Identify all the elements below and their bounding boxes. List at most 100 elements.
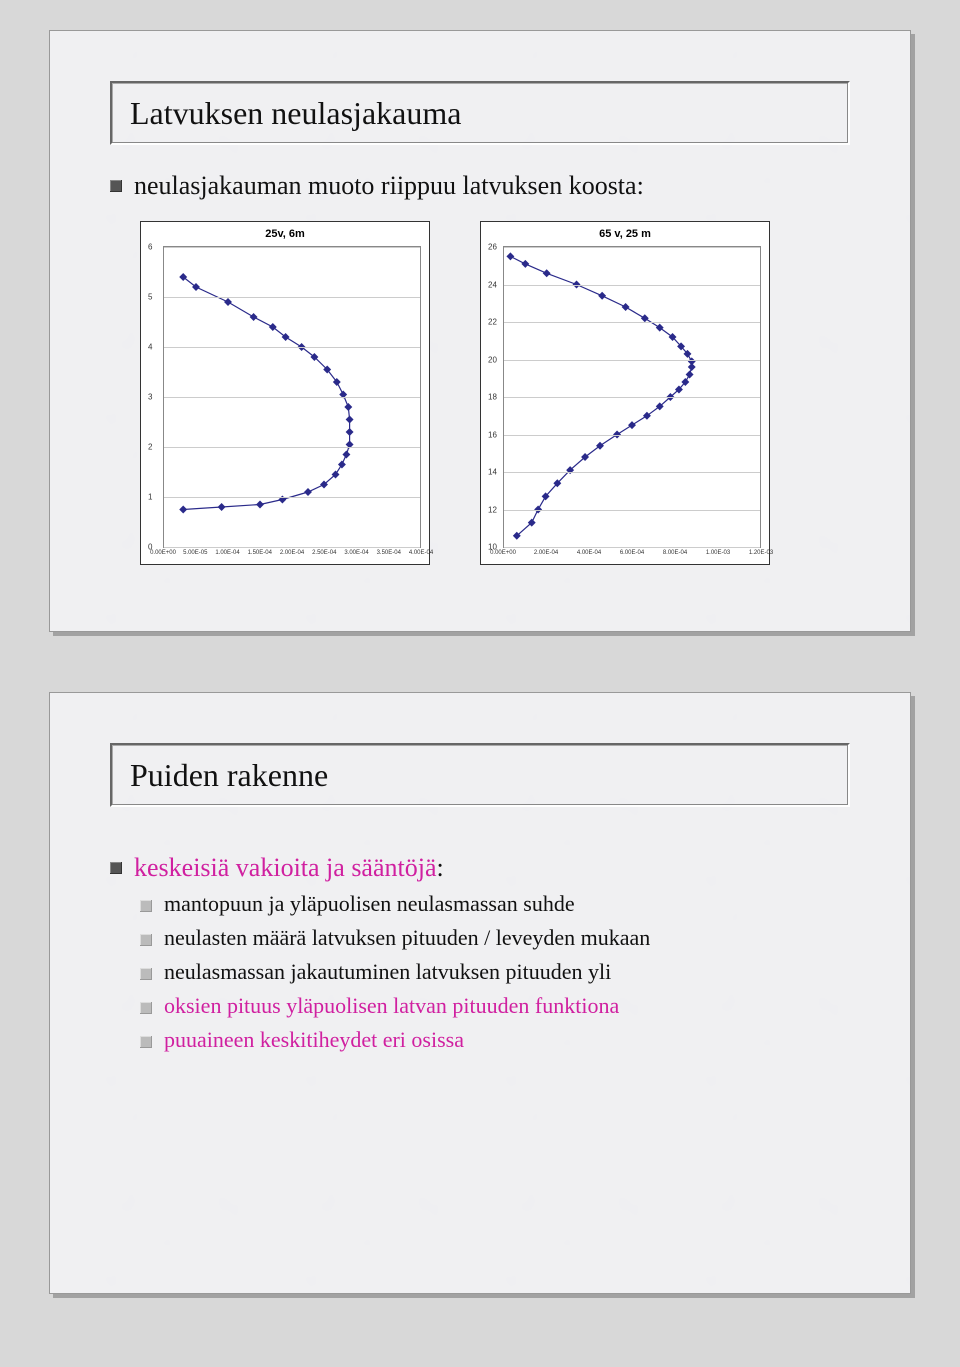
gridline: [504, 285, 760, 286]
ytick-label: 2: [148, 443, 152, 452]
bullet-text: neulasjakauman muoto riippuu latvuksen k…: [134, 171, 644, 201]
xtick-label: 4.00E-04: [577, 550, 601, 556]
slide-canvas: Puiden rakenne keskeisiä vakioita ja sää…: [49, 692, 911, 1294]
series-marker: [342, 451, 350, 459]
sub-bullet-text: neulasmassan jakautuminen latvuksen pitu…: [164, 959, 611, 985]
bullet-row: neulasjakauman muoto riippuu latvuksen k…: [110, 171, 850, 201]
xtick-label: 2.50E-04: [312, 550, 336, 556]
xtick-label: 0.00E+00: [490, 550, 516, 556]
gridline: [504, 510, 760, 511]
title-text: Latvuksen neulasjakauma: [130, 95, 461, 132]
bullet-icon: [140, 900, 152, 912]
series-marker: [346, 416, 354, 424]
main-bullet-magenta: keskeisiä vakioita ja sääntöjä: [134, 853, 437, 882]
slide-2: Puiden rakenne keskeisiä vakioita ja sää…: [0, 662, 960, 1324]
ytick-label: 26: [488, 243, 497, 252]
sub-bullet-list: mantopuun ja yläpuolisen neulasmassan su…: [140, 891, 850, 1053]
main-bullet-text: keskeisiä vakioita ja sääntöjä:: [134, 853, 444, 883]
series-marker: [686, 371, 694, 379]
sub-bullet-text: oksien pituus yläpuolisen latvan pituude…: [164, 993, 619, 1019]
sub-bullet: puuaineen keskitiheydet eri osissa: [140, 1027, 850, 1053]
ytick-label: 24: [488, 280, 497, 289]
xtick-label: 3.50E-04: [377, 550, 401, 556]
chart-right: 65 v, 25 m 101214161820222426 0.00E+002.…: [480, 221, 770, 565]
series-marker: [521, 260, 529, 268]
chart-left-plot: 0123456: [163, 246, 421, 548]
ytick-label: 18: [488, 393, 497, 402]
chart-right-plot: 101214161820222426: [503, 246, 761, 548]
xtick-label: 8.00E-04: [663, 550, 687, 556]
xtick-label: 4.00E-04: [409, 550, 433, 556]
gridline: [504, 247, 760, 248]
main-bullet-suffix: :: [437, 853, 444, 882]
series-marker: [506, 252, 514, 260]
gridline: [504, 435, 760, 436]
gridline: [164, 447, 420, 448]
chart-left-title: 25v, 6m: [145, 228, 425, 240]
xtick-label: 2.00E-04: [534, 550, 558, 556]
series-marker: [543, 269, 551, 277]
bullet-icon: [110, 862, 122, 874]
series-marker: [598, 292, 606, 300]
gridline: [504, 397, 760, 398]
gridline: [164, 297, 420, 298]
xtick-label: 0.00E+00: [150, 550, 176, 556]
ytick-label: 3: [148, 393, 152, 402]
gridline: [164, 497, 420, 498]
xtick-label: 1.50E-04: [248, 550, 272, 556]
sub-bullet: neulasten määrä latvuksen pituuden / lev…: [140, 925, 850, 951]
slide-canvas: Latvuksen neulasjakauma neulasjakauman m…: [49, 30, 911, 632]
sub-bullet-text: puuaineen keskitiheydet eri osissa: [164, 1027, 464, 1053]
gridline: [504, 360, 760, 361]
chart-left: 25v, 6m 0123456 0.00E+00 5.00E-05 1.00E-04…: [140, 221, 430, 565]
bullet-icon: [140, 968, 152, 980]
ytick-label: 16: [488, 430, 497, 439]
slide-title: Latvuksen neulasjakauma: [110, 81, 850, 145]
chart-right-xaxis: 0.00E+002.00E-044.00E-046.00E-048.00E-04…: [503, 550, 761, 560]
gridline: [164, 547, 420, 548]
series-marker: [688, 363, 696, 371]
ytick-label: 14: [488, 468, 497, 477]
xtick-label: 3.00E-04: [344, 550, 368, 556]
series-line: [183, 277, 349, 510]
charts-row: 25v, 6m 0123456 0.00E+00 5.00E-05 1.00E-04…: [140, 221, 850, 565]
main-bullet: keskeisiä vakioita ja sääntöjä:: [110, 853, 850, 883]
xtick-label: 6.00E-04: [620, 550, 644, 556]
xtick-label: 1.20E-03: [749, 550, 773, 556]
xtick-label: 1.00E-03: [706, 550, 730, 556]
xtick-label: 2.00E-04: [280, 550, 304, 556]
gridline: [164, 347, 420, 348]
gridline: [504, 547, 760, 548]
series-marker: [346, 428, 354, 436]
bullet-icon: [110, 180, 122, 192]
ytick-label: 4: [148, 343, 152, 352]
series-marker: [179, 506, 187, 514]
series-marker: [628, 421, 636, 429]
series-marker: [250, 313, 258, 321]
gridline: [504, 322, 760, 323]
gridline: [504, 472, 760, 473]
sub-bullet-text: neulasten määrä latvuksen pituuden / lev…: [164, 925, 650, 951]
slide-body: neulasjakauman muoto riippuu latvuksen k…: [110, 171, 850, 591]
bullet-icon: [140, 934, 152, 946]
ytick-label: 5: [148, 293, 152, 302]
xtick-label: 5.00E-05: [183, 550, 207, 556]
gridline: [164, 397, 420, 398]
xtick-label: 1.00E-04: [215, 550, 239, 556]
series-marker: [304, 488, 312, 496]
ytick-label: 1: [148, 493, 152, 502]
gridline: [164, 247, 420, 248]
ytick-label: 6: [148, 243, 152, 252]
sub-bullet-text: mantopuun ja yläpuolisen neulasmassan su…: [164, 891, 575, 917]
chart-left-xaxis: 0.00E+005.00E-051.00E-041.50E-042.00E-04…: [163, 550, 421, 560]
series-marker: [344, 403, 352, 411]
ytick-label: 20: [488, 355, 497, 364]
slide-1: Latvuksen neulasjakauma neulasjakauman m…: [0, 0, 960, 662]
series-marker: [218, 503, 226, 511]
sub-bullet: oksien pituus yläpuolisen latvan pituude…: [140, 993, 850, 1019]
slide-title: Puiden rakenne: [110, 743, 850, 807]
title-text: Puiden rakenne: [130, 757, 328, 794]
series-marker: [622, 303, 630, 311]
ytick-label: 12: [488, 505, 497, 514]
ytick-label: 22: [488, 318, 497, 327]
